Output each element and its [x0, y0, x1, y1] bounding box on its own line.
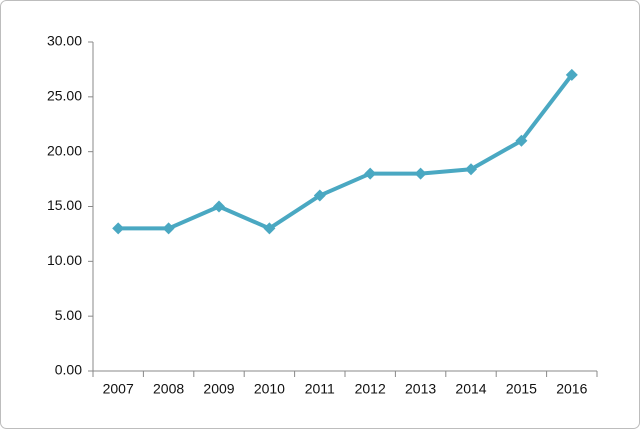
- data-marker: [414, 167, 427, 180]
- data-marker: [213, 200, 225, 213]
- data-marker: [162, 222, 175, 235]
- data-marker: [565, 68, 578, 81]
- data-marker: [465, 163, 477, 176]
- y-tick-label: 5.00: [55, 307, 82, 323]
- data-marker: [313, 189, 326, 202]
- x-tick-label: 2014: [455, 381, 486, 397]
- y-tick-label: 30.00: [47, 33, 82, 49]
- data-marker: [263, 222, 276, 235]
- y-tick-label: 15.00: [47, 197, 82, 213]
- y-tick-label: 10.00: [47, 252, 82, 268]
- x-tick-label: 2012: [355, 381, 386, 397]
- data-marker: [112, 222, 125, 235]
- data-line: [118, 73, 574, 231]
- x-tick-label: 2007: [103, 381, 134, 397]
- y-tick-label: 25.00: [47, 88, 82, 104]
- x-tick-label: 2010: [254, 381, 285, 397]
- data-marker: [364, 167, 377, 180]
- x-tick-label: 2013: [405, 381, 436, 397]
- y-tick-label: 20.00: [47, 142, 82, 158]
- x-tick-label: 2011: [305, 381, 335, 397]
- y-tick-label: 0.00: [55, 362, 82, 378]
- data-marker: [515, 134, 528, 147]
- x-tick-label: 2015: [506, 381, 537, 397]
- x-tick-label: 2008: [153, 381, 184, 397]
- x-tick-label: 2016: [556, 381, 587, 397]
- x-tick-label: 2009: [203, 381, 234, 397]
